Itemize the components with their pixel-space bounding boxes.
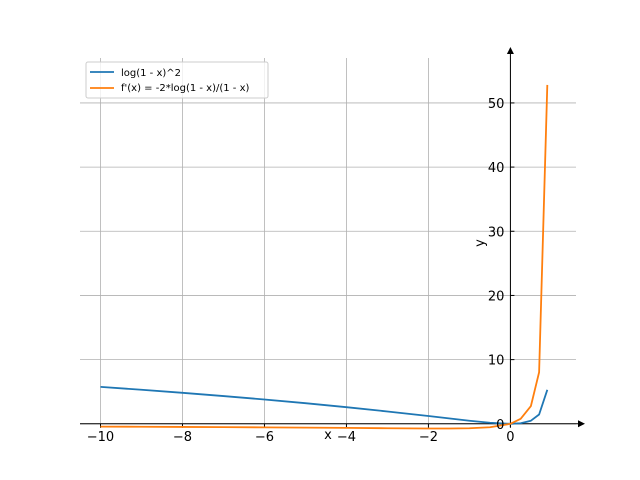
- x-tick-label-2: −6: [255, 430, 274, 445]
- x-tick-label-0: −10: [87, 430, 114, 445]
- y-axis-arrow: [506, 47, 514, 54]
- y-axis-label: y: [473, 239, 488, 247]
- x-tick-label-4: −2: [419, 430, 438, 445]
- y-tick-label-2: 20: [488, 289, 505, 304]
- y-tick-label-5: 50: [488, 97, 505, 112]
- legend-label-series-1: log(1 - x)^2: [121, 68, 181, 79]
- x-tick-label-5: 0: [506, 430, 514, 445]
- x-tick-label-3: −4: [337, 430, 356, 445]
- x-axis-label: x: [324, 428, 332, 443]
- legend-frame: [85, 61, 269, 99]
- y-tick-label-3: 30: [488, 225, 505, 240]
- series-line-2: [100, 84, 549, 430]
- grid: [80, 58, 576, 427]
- legend: log(1 - x)^2 f'(x) = -2*log(1 - x)/(1 - …: [85, 61, 269, 99]
- x-tick-label-1: −8: [173, 430, 192, 445]
- tick-labels: −10 −8 −6 −4 −2 00 10 20 30 40 50: [87, 97, 515, 445]
- y-tick-label-4: 40: [488, 161, 505, 176]
- y-tick-label-1: 10: [488, 354, 505, 369]
- legend-label-series-2: f'(x) = -2*log(1 - x)/(1 - x): [121, 83, 250, 94]
- x-axis-arrow: [578, 420, 585, 428]
- axes: [80, 47, 585, 428]
- series-line-1: [100, 385, 549, 425]
- y-tick-label-0: 0: [496, 418, 504, 433]
- series-lines: [100, 84, 549, 430]
